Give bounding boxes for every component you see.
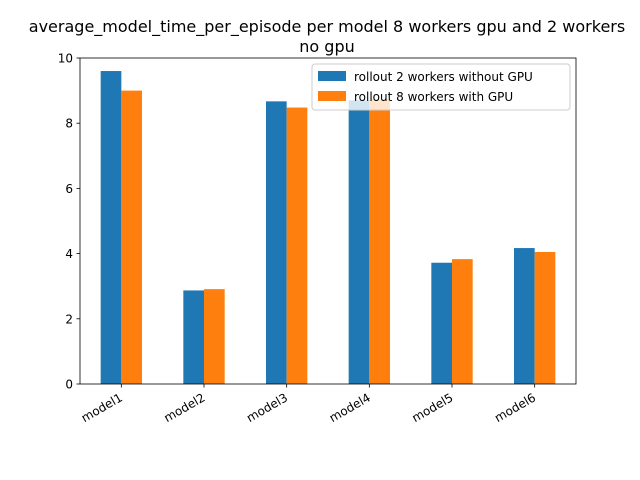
- y-tick-label: 4: [65, 247, 73, 261]
- x-tick-label-model6: model6: [492, 390, 538, 425]
- legend-label-series-1: rollout 2 workers without GPU: [354, 70, 533, 84]
- plot-frame: [79, 57, 577, 385]
- bar-model4-series-1: [348, 100, 370, 384]
- bar-model2-series-2: [204, 289, 225, 384]
- x-tick-label-model3: model3: [244, 390, 290, 425]
- y-tick-label: 6: [65, 182, 73, 196]
- bar-model6-series-2: [534, 251, 556, 384]
- bar-model1-series-2: [121, 90, 142, 384]
- legend: rollout 2 workers without GPU rollout 8 w…: [311, 63, 571, 111]
- y-tick-label: 2: [65, 312, 73, 326]
- legend-swatch-series-2: [318, 91, 346, 101]
- y-tick-label: 8: [65, 117, 73, 131]
- bar-model6-series-1: [514, 248, 535, 384]
- chart-title-line-2: no gpu: [299, 37, 354, 56]
- legend-label-series-2: rollout 8 workers with GPU: [354, 90, 513, 104]
- bar-model4-series-2: [369, 99, 390, 385]
- bar-model3-series-1: [266, 101, 287, 385]
- chart-title-line-1: average_model_time_per_episode per model…: [29, 17, 625, 37]
- y-tick-label: 0: [65, 378, 73, 392]
- legend-box: [311, 63, 571, 111]
- bar-model5-series-2: [452, 259, 473, 384]
- bar-model5-series-1: [431, 262, 452, 384]
- bar-model1-series-1: [100, 71, 122, 384]
- x-tick-label-model5: model5: [410, 390, 456, 425]
- bars-group: [100, 71, 556, 385]
- legend-swatch-series-1: [318, 71, 346, 81]
- bar-model3-series-2: [286, 107, 308, 385]
- x-tick-label-model1: model1: [79, 390, 125, 425]
- x-tick-label-model4: model4: [327, 390, 373, 425]
- y-tick-label: 10: [58, 52, 73, 66]
- bar-model2-series-1: [183, 290, 204, 384]
- x-tick-label-model2: model2: [162, 390, 208, 425]
